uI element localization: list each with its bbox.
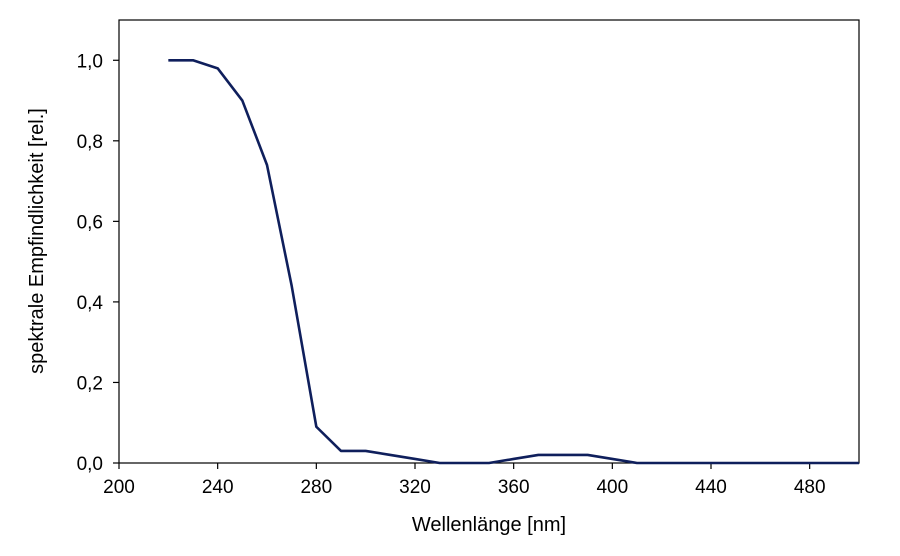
x-tick-label: 280 (300, 477, 332, 498)
y-axis: 0,0 0,2 0,4 0,6 0,8 1,0 (77, 51, 119, 475)
x-tick-label: 400 (596, 477, 628, 498)
series-line (168, 58, 859, 465)
y-axis-title: spektrale Empfindlichkeit [rel.] (26, 108, 48, 374)
x-tick-label: 320 (399, 477, 431, 498)
plot-area (118, 19, 860, 464)
y-tick-label: 1,0 (77, 51, 103, 72)
y-tick-label: 0,2 (77, 373, 103, 394)
x-tick-label: 200 (103, 477, 135, 498)
series-layer (168, 58, 859, 465)
x-axis-title: Wellenlänge [nm] (412, 514, 566, 536)
x-tick-label: 240 (202, 477, 234, 498)
y-tick-label: 0,0 (77, 454, 103, 475)
x-tick-label: 440 (695, 477, 727, 498)
y-tick-label: 0,6 (77, 212, 103, 233)
x-tick-label: 480 (794, 477, 826, 498)
x-tick-label: 360 (498, 477, 530, 498)
x-axis: 200 240 280 320 360 400 440 480 (103, 463, 826, 498)
y-tick-label: 0,4 (77, 293, 104, 314)
y-tick-label: 0,8 (77, 132, 103, 153)
